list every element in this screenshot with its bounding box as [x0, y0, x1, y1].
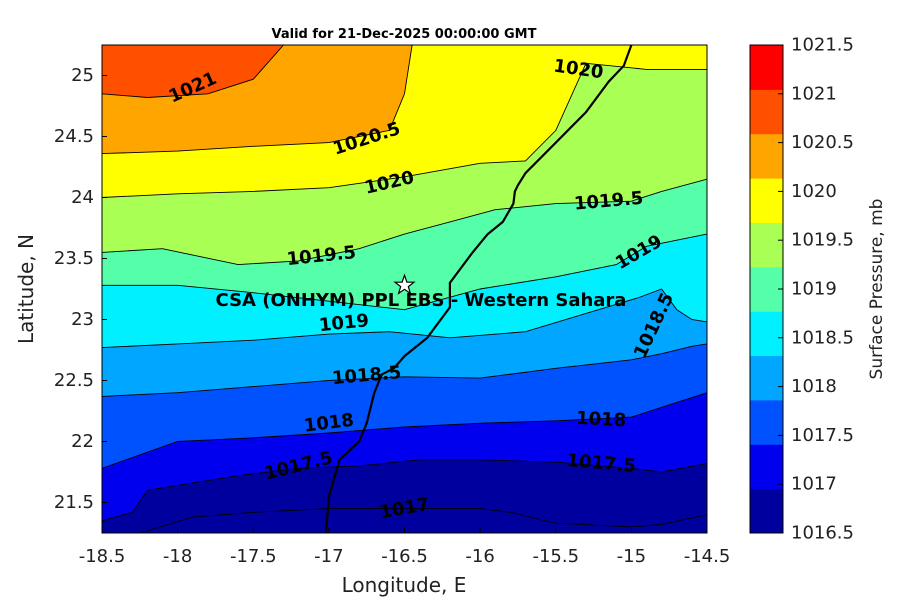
colorbar: 1016.5 1017 1017.5 1018 1018.5 1019 1019.5 1020… [749, 35, 887, 544]
x-axis-ticks: -18.5 -18 -17.5 -17 -16.5 -16 -15.5 -15 -14.5 [79, 528, 731, 567]
site-star-icon [393, 273, 416, 295]
colorbar-tick-label: 1019.5 [791, 230, 854, 251]
y-tick-label: 25 [71, 65, 94, 86]
colorbar-swatch [750, 355, 783, 401]
y-tick-label: 22.5 [54, 370, 94, 391]
colorbar-swatch [750, 45, 783, 90]
isobar-1017.5 [102, 392, 707, 469]
contour-label: 1018 [576, 408, 627, 432]
x-tick-label: -15.5 [532, 546, 579, 567]
colorbar-tick-label: 1020.5 [791, 132, 854, 153]
x-tick-label: -18.5 [79, 546, 126, 567]
colorbar-ticks: 1016.5 1017 1017.5 1018 1018.5 1019 1019.5 1020… [778, 35, 854, 544]
colorbar-swatch [750, 311, 783, 357]
coastline [324, 45, 633, 533]
colorbar-tick-label: 1016.5 [791, 523, 854, 544]
isobar-1018.5 [102, 288, 707, 349]
colorbar-tick-label: 1021 [791, 83, 837, 104]
y-axis-label: Latitude, N [14, 234, 38, 344]
colorbar-tick-label: 1017 [791, 474, 837, 495]
y-tick-label: 21.5 [54, 492, 94, 513]
x-tick-label: -18 [163, 546, 192, 567]
colorbar-swatch [750, 133, 783, 179]
isobar-layer [102, 45, 707, 533]
colorbar-swatches [750, 45, 783, 534]
isobar-1019.5 [102, 178, 707, 266]
colorbar-swatch [750, 488, 783, 534]
x-tick-label: -16.5 [381, 546, 428, 567]
y-tick-label: 22 [71, 431, 94, 452]
colorbar-swatch [750, 444, 783, 490]
y-tick-label: 24.5 [54, 126, 94, 147]
y-tick-label: 23.5 [54, 248, 94, 269]
colorbar-tick-label: 1018.5 [791, 327, 854, 348]
x-tick-label: -15 [617, 546, 646, 567]
contour-label: 1019 [318, 310, 370, 336]
y-tick-label: 23 [71, 309, 94, 330]
isobar-1021 [102, 45, 284, 98]
colorbar-swatch [750, 266, 783, 312]
colorbar-tick-label: 1018 [791, 376, 837, 397]
pressure-band-1021 [102, 45, 284, 98]
isobar-1019 [102, 233, 707, 311]
x-tick-label: -16 [465, 546, 494, 567]
colorbar-tick-label: 1019 [791, 279, 837, 300]
colorbar-tick-label: 1017.5 [791, 425, 854, 446]
colorbar-swatch [750, 222, 783, 268]
colorbar-swatch [750, 89, 783, 135]
colorbar-tick-label: 1021.5 [791, 35, 854, 56]
isobar-1020.5 [102, 45, 413, 155]
isobar-1018 [102, 343, 707, 397]
figure-title: Valid for 21-Dec-2025 00:00:00 GMT [272, 27, 537, 42]
x-tick-label: -17 [314, 546, 343, 567]
colorbar-label: Surface Pressure, mb [867, 199, 887, 380]
y-tick-label: 24 [71, 187, 94, 208]
colorbar-swatch [750, 399, 783, 445]
y-axis-ticks: 21.5 22 22.5 23 23.5 24 24.5 25 [54, 65, 107, 513]
isobar-1017 [102, 459, 707, 522]
pressure-fill-layer [102, 45, 707, 533]
x-axis-label: Longitude, E [342, 573, 467, 597]
x-tick-label: -14.5 [684, 546, 731, 567]
isobar-1016.5 [139, 508, 707, 533]
colorbar-tick-label: 1020 [791, 181, 837, 202]
site-label: CSA (ONHYM) PPL EBS - Western Sahara [216, 290, 627, 311]
colorbar-swatch [750, 178, 783, 223]
isobar-1020 [102, 62, 707, 198]
x-tick-label: -17.5 [230, 546, 277, 567]
